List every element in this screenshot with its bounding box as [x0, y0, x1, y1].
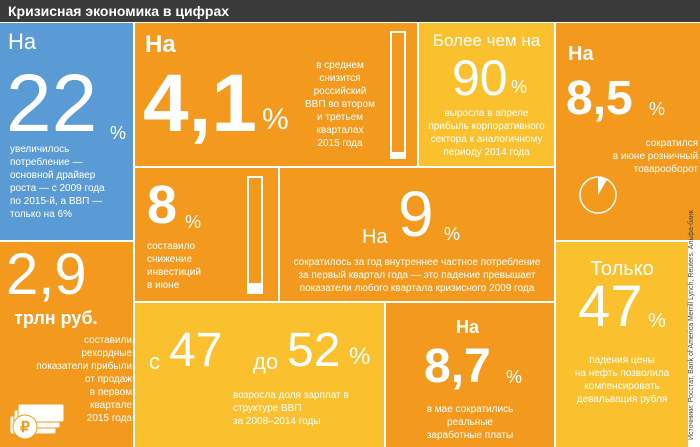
tile-value: 8: [147, 175, 178, 235]
tile-wage-share-47-52: с 47 до 52 % возросла доля зарплат в стр…: [135, 303, 384, 447]
tile-description: сократилось за год внутреннее частное по…: [293, 257, 541, 294]
tile-description: составило снижение инвестиций в июне: [147, 241, 201, 291]
tile-value: 90: [452, 50, 508, 106]
gdp-bar-gauge: [390, 31, 406, 159]
range-from-value: 47: [169, 324, 223, 377]
tile-sales-profit-2-9: 2,9 трлн руб. составили рекордные показат…: [0, 242, 133, 447]
tile-private-consumption-9: На 9 % сократилось за год внутреннее час…: [280, 168, 554, 301]
tile-prefix: На: [8, 29, 37, 54]
tile-description: увеличилось потребление — основной драйвер…: [10, 144, 105, 220]
page-title: Кризисная экономика в цифрах: [8, 3, 230, 19]
tile-devaluation-47: Только 47 % падения цены на нефть позволи…: [556, 242, 688, 447]
tile-description: выросла в апреле прибыль корпоративного се…: [428, 108, 545, 158]
tile-description: в среднем снизится российский ВВП во втором…: [305, 60, 375, 149]
title-bar: Кризисная экономика в цифрах: [0, 0, 700, 22]
tile-unit: %: [506, 367, 523, 387]
tile-unit: %: [349, 343, 371, 370]
tile-description: падения цены на нефть позволила компенсиро…: [574, 355, 670, 405]
tile-unit: %: [262, 103, 289, 136]
tile-prefix: Только: [590, 258, 654, 280]
tile-value: 8,7: [424, 340, 491, 393]
tile-value: 47: [578, 274, 643, 339]
source-note: Источники: Росстат, Bank of America Merr…: [688, 210, 695, 440]
tile-unit: %: [185, 212, 202, 232]
tile-description: в мае сократились реальные заработные плат…: [426, 404, 514, 441]
tile-unit: %: [648, 310, 666, 332]
gauge-fill: [249, 282, 261, 292]
tile-value: 8,5: [566, 72, 633, 125]
tile-unit: трлн руб.: [14, 308, 98, 328]
investment-bar-gauge: [247, 176, 263, 294]
tile-value: 4,1: [143, 58, 257, 149]
svg-text:₽: ₽: [20, 419, 30, 436]
tile-wages-8-7: На 8,7 % в мае сократились реальные зарабо…: [386, 303, 554, 447]
banknotes-ruble-icon: ₽: [9, 403, 65, 440]
tile-prefix: На: [145, 31, 176, 58]
retail-pie-chart: [579, 176, 617, 214]
tile-investment-8: 8 % составило снижение инвестиций в июне: [135, 168, 278, 301]
tile-value: 22: [6, 58, 98, 149]
tile-profit-90: Более чем на 90 % выросла в апреле прибыл…: [419, 23, 554, 166]
range-to-prefix: до: [253, 349, 279, 374]
range-from-prefix: с: [149, 349, 160, 374]
tile-prefix: На: [362, 226, 388, 248]
tile-unit: %: [110, 123, 127, 143]
tile-consumption-22: На 22 % увеличилось потребление — основной…: [0, 23, 133, 240]
tile-description: возросла доля зарплат в структуре ВВП за …: [233, 390, 349, 427]
tile-prefix: На: [568, 43, 594, 65]
tile-prefix: На: [456, 317, 480, 337]
tile-gdp-4-1: На 4,1 % в среднем снизится российский ВВП …: [135, 23, 417, 166]
range-to-value: 52: [287, 324, 341, 377]
tile-value: 9: [398, 178, 434, 250]
tile-description: сократился в июне розничный товарооборот: [612, 138, 698, 175]
tile-retail-8-5: На 8,5 % сократился в июне розничный товар…: [556, 23, 700, 240]
gauge-fill: [392, 151, 404, 157]
tile-value: 2,9: [6, 242, 87, 307]
tile-unit: %: [444, 224, 461, 244]
tile-unit: %: [511, 77, 528, 97]
tile-prefix: Более чем на: [432, 31, 541, 50]
tile-description: составили рекордные показатели прибыли от …: [36, 335, 132, 424]
tile-unit: %: [649, 99, 666, 119]
